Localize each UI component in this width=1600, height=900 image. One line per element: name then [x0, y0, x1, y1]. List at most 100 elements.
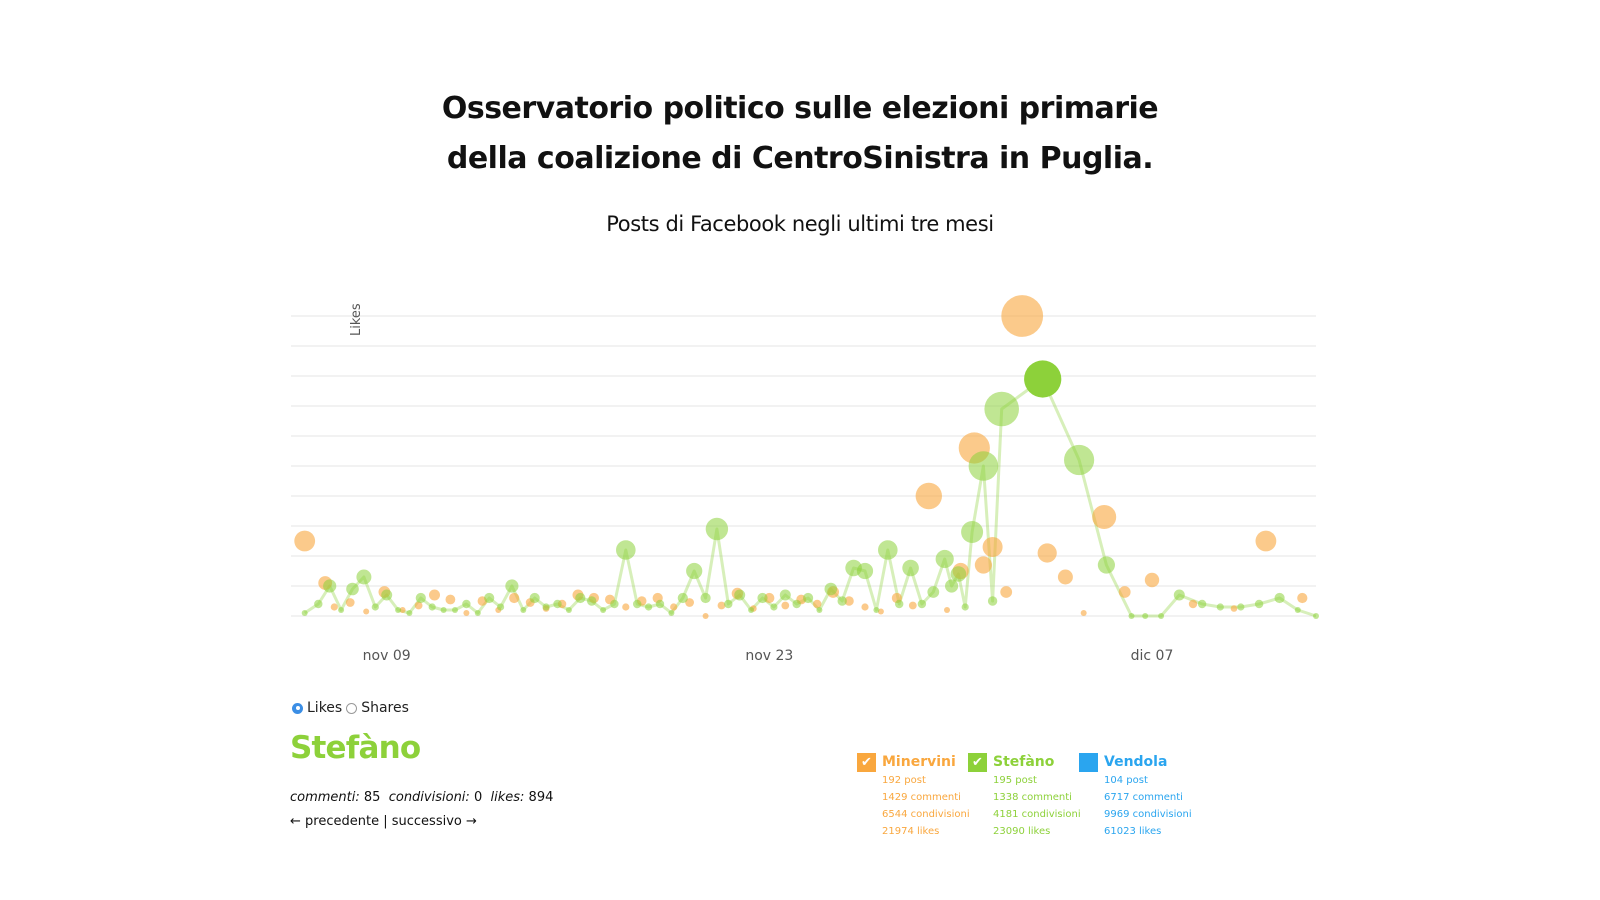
- legend-minervini-toggle[interactable]: ✔ Minervini: [857, 752, 967, 772]
- data-point-stefàno[interactable]: [987, 596, 998, 606]
- data-point-stefàno[interactable]: [1294, 607, 1301, 613]
- data-point-minervini[interactable]: [781, 601, 790, 610]
- data-point-minervini[interactable]: [702, 613, 709, 619]
- data-point-stefàno[interactable]: [824, 582, 838, 596]
- data-point-stefàno[interactable]: [895, 599, 904, 609]
- data-point-stefàno[interactable]: [505, 579, 519, 593]
- data-point-minervini[interactable]: [974, 556, 993, 574]
- data-point-minervini[interactable]: [1118, 586, 1131, 598]
- data-point-minervini[interactable]: [294, 530, 316, 552]
- data-point-stefàno[interactable]: [645, 603, 653, 611]
- data-point-stefàno[interactable]: [803, 592, 814, 604]
- data-point-stefàno[interactable]: [748, 607, 755, 613]
- data-point-stefàno[interactable]: [1158, 613, 1165, 619]
- data-point-minervini[interactable]: [1188, 599, 1198, 609]
- data-point-stefàno[interactable]: [1313, 613, 1319, 619]
- data-point-stefàno[interactable]: [484, 592, 495, 604]
- data-point-stefàno[interactable]: [587, 596, 597, 606]
- checkbox-icon[interactable]: ✔: [968, 752, 987, 772]
- data-point-minervini[interactable]: [345, 598, 355, 607]
- next-link[interactable]: successivo →: [391, 814, 477, 829]
- data-point-minervini[interactable]: [445, 594, 456, 605]
- legend-vendola-toggle[interactable]: Vendola: [1079, 752, 1189, 772]
- data-point-minervini[interactable]: [1080, 610, 1087, 616]
- data-point-stefàno[interactable]: [1097, 556, 1115, 574]
- data-point-minervini[interactable]: [944, 607, 950, 613]
- legend-stefano-toggle[interactable]: ✔ Stefàno: [968, 752, 1078, 772]
- data-point-stefàno[interactable]: [301, 610, 308, 616]
- data-point-minervini[interactable]: [1230, 605, 1238, 612]
- data-point-stefàno[interactable]: [968, 451, 999, 481]
- data-point-minervini[interactable]: [1092, 505, 1117, 529]
- data-point-stefàno[interactable]: [565, 607, 572, 613]
- data-point-stefàno[interactable]: [950, 566, 967, 582]
- data-point-minervini[interactable]: [685, 598, 694, 607]
- data-point-stefàno[interactable]: [553, 599, 562, 609]
- data-point-stefàno[interactable]: [927, 586, 940, 598]
- data-point-stefàno[interactable]: [371, 603, 379, 611]
- data-point-stefàno[interactable]: [440, 607, 447, 613]
- data-point-stefàno[interactable]: [1197, 599, 1207, 609]
- data-point-stefàno[interactable]: [406, 610, 413, 616]
- data-point-stefàno[interactable]: [668, 610, 675, 616]
- data-point-stefàno[interactable]: [734, 589, 746, 601]
- data-point-minervini[interactable]: [1255, 530, 1277, 552]
- data-point-stefàno[interactable]: [1254, 599, 1264, 609]
- data-point-stefàno[interactable]: [452, 607, 458, 613]
- previous-link[interactable]: ← precedente: [290, 814, 380, 829]
- data-point-minervini[interactable]: [399, 607, 406, 613]
- data-point-stefàno[interactable]: [837, 596, 847, 606]
- data-point-stefàno[interactable]: [323, 579, 337, 593]
- data-point-stefàno[interactable]: [1064, 444, 1095, 476]
- data-point-minervini[interactable]: [1037, 543, 1057, 563]
- data-point-stefàno[interactable]: [381, 589, 393, 601]
- data-point-minervini[interactable]: [1144, 572, 1160, 588]
- selected-data-point[interactable]: [1024, 360, 1062, 398]
- data-point-stefàno[interactable]: [529, 592, 540, 604]
- data-point-stefàno[interactable]: [600, 607, 607, 613]
- data-point-stefàno[interactable]: [700, 592, 711, 604]
- data-point-stefàno[interactable]: [356, 569, 372, 585]
- data-point-stefàno[interactable]: [497, 603, 505, 611]
- data-point-stefàno[interactable]: [816, 607, 823, 613]
- data-point-stefàno[interactable]: [616, 540, 636, 560]
- checkbox-icon[interactable]: [1079, 752, 1098, 772]
- data-point-stefàno[interactable]: [705, 517, 729, 541]
- data-point-stefàno[interactable]: [346, 582, 359, 596]
- data-point-minervini[interactable]: [1297, 592, 1308, 604]
- data-point-stefàno[interactable]: [984, 391, 1019, 427]
- data-point-stefàno[interactable]: [770, 603, 778, 611]
- data-point-stefàno[interactable]: [686, 562, 703, 580]
- data-point-minervini[interactable]: [363, 608, 370, 615]
- data-point-minervini[interactable]: [982, 537, 1003, 557]
- data-point-stefàno[interactable]: [1128, 613, 1135, 619]
- data-point-minervini[interactable]: [509, 592, 520, 604]
- data-point-stefàno[interactable]: [945, 579, 959, 593]
- data-point-minervini[interactable]: [622, 603, 630, 611]
- data-point-minervini[interactable]: [861, 603, 869, 611]
- data-point-minervini[interactable]: [670, 603, 678, 611]
- data-point-minervini[interactable]: [717, 601, 726, 610]
- data-point-minervini[interactable]: [414, 601, 423, 610]
- shares-option[interactable]: Shares: [346, 700, 409, 716]
- data-point-stefàno[interactable]: [779, 589, 791, 601]
- data-point-stefàno[interactable]: [428, 603, 436, 611]
- data-point-minervini[interactable]: [915, 482, 942, 510]
- data-point-minervini[interactable]: [844, 596, 854, 606]
- data-point-stefàno[interactable]: [1142, 613, 1149, 619]
- data-point-stefàno[interactable]: [677, 592, 688, 604]
- data-point-stefàno[interactable]: [575, 592, 586, 604]
- data-point-minervini[interactable]: [429, 589, 440, 601]
- data-point-minervini[interactable]: [1001, 295, 1044, 337]
- data-point-minervini[interactable]: [1000, 586, 1013, 598]
- shares-radio[interactable]: [346, 702, 358, 714]
- data-point-stefàno[interactable]: [1173, 589, 1185, 601]
- data-point-stefàno[interactable]: [757, 592, 768, 604]
- data-point-stefàno[interactable]: [314, 599, 323, 609]
- data-point-stefàno[interactable]: [474, 610, 481, 616]
- data-point-stefàno[interactable]: [917, 599, 927, 609]
- data-point-stefàno[interactable]: [338, 607, 345, 613]
- data-point-minervini[interactable]: [330, 603, 338, 611]
- data-point-stefàno[interactable]: [1216, 603, 1224, 611]
- data-point-stefàno[interactable]: [792, 599, 801, 609]
